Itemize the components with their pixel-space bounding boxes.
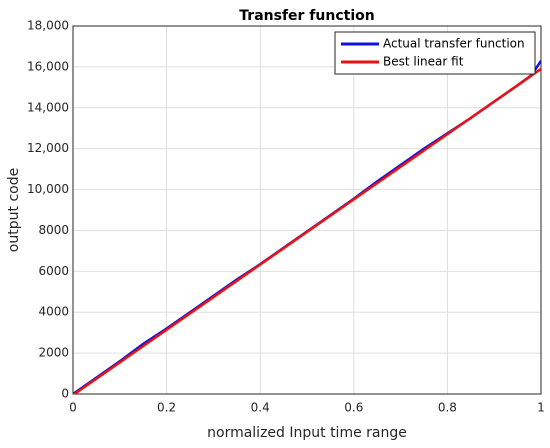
y-tick-label: 10,000 <box>27 182 69 196</box>
y-tick-label: 18,000 <box>27 19 69 33</box>
y-tick-label: 16,000 <box>27 59 69 73</box>
x-tick-label: 0.6 <box>344 401 363 415</box>
chart-title: Transfer function <box>239 8 374 24</box>
x-tick-label: 0.8 <box>438 401 457 415</box>
plot-area <box>73 26 541 394</box>
axes-box <box>72 25 542 395</box>
x-tick-label: 0 <box>69 401 77 415</box>
legend-box <box>334 31 536 75</box>
legend-label: Best linear fit <box>383 55 464 69</box>
plot-lines <box>73 60 541 394</box>
legend-label: Actual transfer function <box>383 37 525 51</box>
y-tick-label: 0 <box>61 387 69 401</box>
y-tick-label: 2000 <box>38 346 69 360</box>
y-tick-label: 14,000 <box>27 100 69 114</box>
y-tick-label: 8000 <box>38 223 69 237</box>
series-line <box>73 67 541 394</box>
x-tick-label: 0.2 <box>157 401 176 415</box>
y-tick-label: 4000 <box>38 305 69 319</box>
x-axis-label: normalized Input time range <box>207 425 407 441</box>
x-tick-label: 0.4 <box>251 401 270 415</box>
y-tick-label: 12,000 <box>27 141 69 155</box>
y-tick-label: 6000 <box>38 264 69 278</box>
x-tick-label: 1 <box>537 401 545 415</box>
y-axis-label: output code <box>6 168 22 252</box>
